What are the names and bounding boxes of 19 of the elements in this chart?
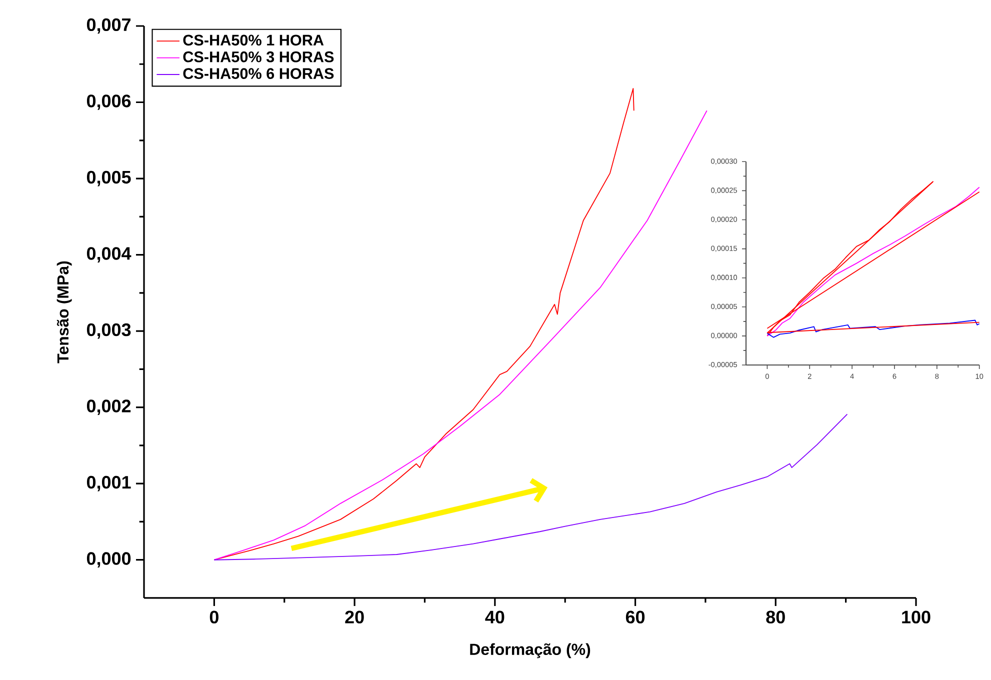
legend-label: CS-HA50% 6 HORAS xyxy=(183,68,334,79)
y-tick-label: 0,007 xyxy=(86,18,131,34)
y-tick-label: 0,001 xyxy=(86,476,131,492)
x-axis-title: Deformação (%) xyxy=(470,643,590,658)
y-tick-label: 0,002 xyxy=(86,400,131,415)
x-tick-label: 80 xyxy=(766,610,785,624)
y-tick-label: 0,004 xyxy=(86,247,132,262)
x-tick-label: 20 xyxy=(345,610,364,624)
x-tick-label: 0 xyxy=(210,610,218,624)
x-tick-label: 40 xyxy=(485,610,504,624)
y-tick-label: 0,006 xyxy=(86,94,131,110)
y-axis-title: Tensão (MPa) xyxy=(56,261,72,364)
y-tick-label: 0,005 xyxy=(86,170,131,186)
y-tick-label: 0,003 xyxy=(86,323,131,339)
legend-label: CS-HA50% 3 HORAS xyxy=(183,51,334,62)
y-tick-label: 0,000 xyxy=(86,552,131,568)
x-tick-label: 60 xyxy=(626,610,645,624)
legend-label: CS-HA50% 1 HORA xyxy=(183,34,324,46)
x-tick-label: 100 xyxy=(902,610,930,624)
